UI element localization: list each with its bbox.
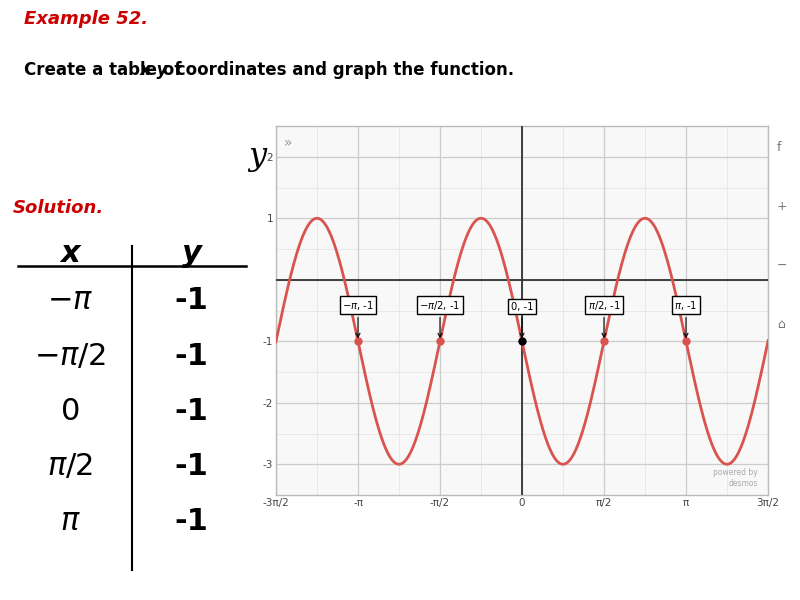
Text: $-\pi/2$, -1: $-\pi/2$, -1	[419, 299, 461, 337]
Text: $\pi$, -1: $\pi$, -1	[674, 299, 698, 337]
Text: coordinates and graph the function.: coordinates and graph the function.	[170, 61, 514, 79]
Text: -1: -1	[174, 286, 209, 316]
Text: Solution.: Solution.	[13, 199, 105, 217]
Text: x-y: x-y	[140, 61, 169, 79]
Text: -1: -1	[174, 507, 209, 536]
Text: y: y	[182, 239, 202, 268]
Text: +: +	[777, 200, 787, 213]
Text: powered by
desmos: powered by desmos	[714, 467, 758, 488]
Text: $-\pi$: $-\pi$	[47, 286, 93, 316]
Text: $\pi/2$: $\pi/2$	[47, 452, 93, 481]
Text: -1: -1	[174, 341, 209, 371]
Text: $0$: $0$	[60, 397, 80, 426]
Text: -1: -1	[174, 452, 209, 481]
Text: »: »	[283, 136, 292, 151]
Text: $-\pi/2$: $-\pi/2$	[34, 341, 106, 371]
Text: -1: -1	[174, 397, 209, 426]
Text: ⌂: ⌂	[777, 318, 785, 331]
Text: $y = 2\sin(2x + \pi) - 1$: $y = 2\sin(2x + \pi) - 1$	[247, 138, 553, 174]
Text: $\pi/2$, -1: $\pi/2$, -1	[588, 299, 620, 337]
Text: 0, -1: 0, -1	[510, 302, 534, 337]
Text: $\pi$: $\pi$	[60, 507, 80, 536]
Text: Create a table of: Create a table of	[24, 61, 187, 79]
Text: x: x	[60, 239, 80, 268]
Text: $-\pi$, -1: $-\pi$, -1	[342, 299, 374, 337]
Text: −: −	[777, 259, 787, 272]
Text: Example 52.: Example 52.	[24, 10, 148, 28]
Text: f: f	[777, 141, 782, 154]
